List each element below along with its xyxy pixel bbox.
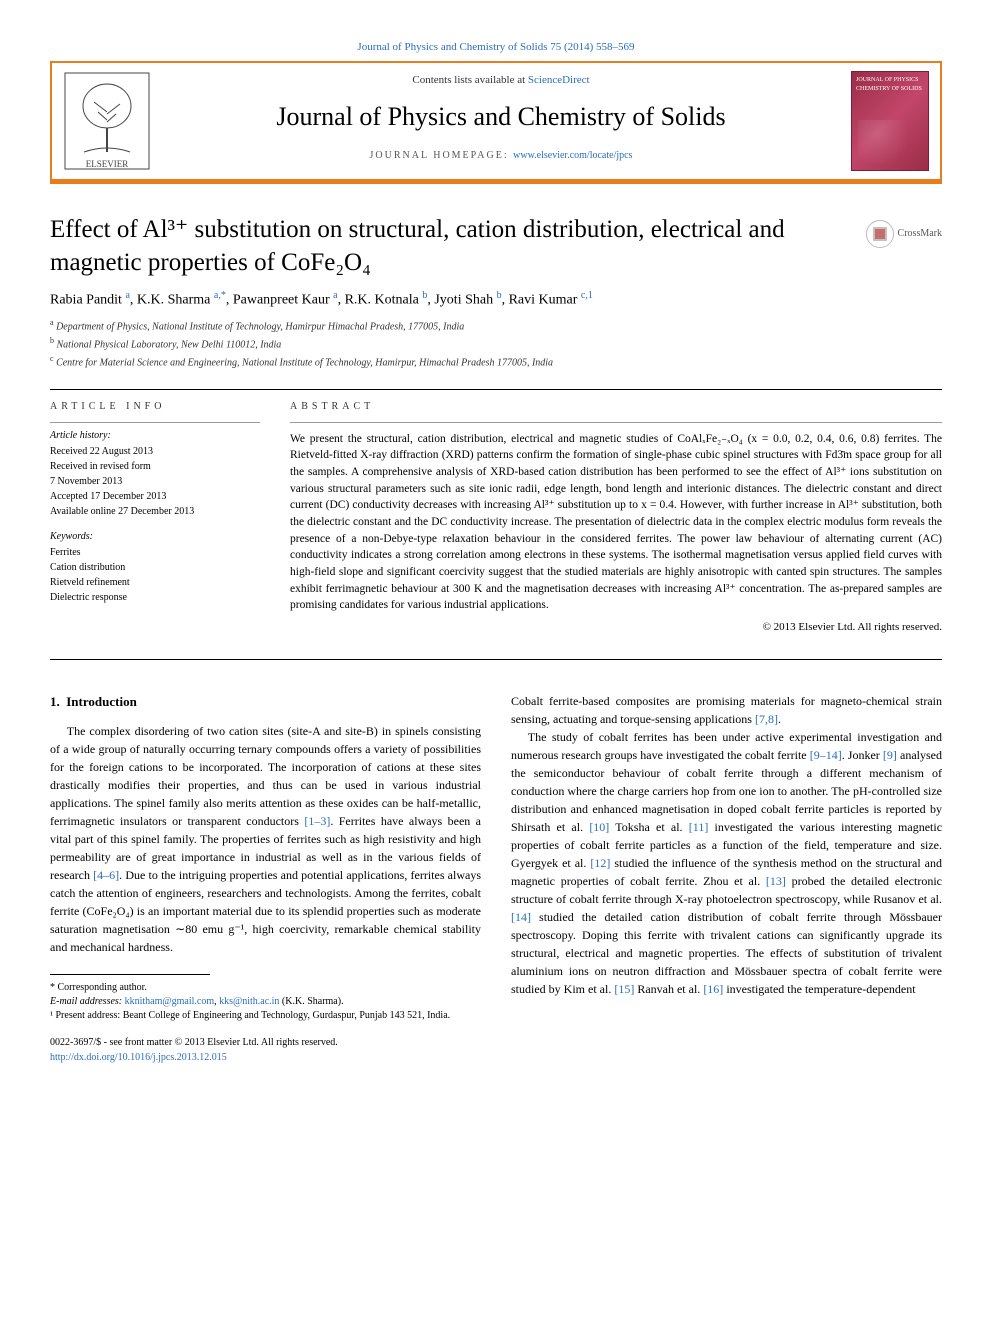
- homepage-line: journal homepage: www.elsevier.com/locat…: [170, 149, 832, 163]
- article-title: Effect of Al³⁺ substitution on structura…: [50, 214, 850, 279]
- ref-link[interactable]: [13]: [766, 874, 786, 888]
- email-link[interactable]: kks@nith.ac.in: [219, 996, 279, 1007]
- abstract-column: ABSTRACT We present the structural, cati…: [290, 400, 942, 636]
- keyword: Ferrites: [50, 546, 260, 560]
- ref-link[interactable]: [10]: [589, 820, 609, 834]
- email-line: E-mail addresses: kknitham@gmail.com, kk…: [50, 995, 481, 1009]
- journal-ref-link[interactable]: Journal of Physics and Chemistry of Soli…: [357, 41, 634, 53]
- body-paragraph: The complex disordering of two cation si…: [50, 722, 481, 956]
- ref-link[interactable]: [11]: [689, 820, 709, 834]
- affiliation-a: a Department of Physics, National Instit…: [50, 317, 942, 334]
- copyright-block: 0022-3697/$ - see front matter © 2013 El…: [50, 1035, 481, 1065]
- homepage-label: journal homepage:: [370, 150, 514, 161]
- body-paragraph: Cobalt ferrite-based composites are prom…: [511, 692, 942, 728]
- affiliation-c: c Centre for Material Science and Engine…: [50, 353, 942, 370]
- body-column-right: Cobalt ferrite-based composites are prom…: [511, 692, 942, 1065]
- footnotes: * Corresponding author. E-mail addresses…: [50, 981, 481, 1023]
- ref-link[interactable]: [9–14]: [810, 748, 842, 762]
- journal-title: Journal of Physics and Chemistry of Soli…: [170, 99, 832, 135]
- history-line: Available online 27 December 2013: [50, 505, 260, 519]
- doi-link[interactable]: http://dx.doi.org/10.1016/j.jpcs.2013.12…: [50, 1052, 227, 1063]
- ref-link[interactable]: [7,8]: [755, 712, 778, 726]
- issn-line: 0022-3697/$ - see front matter © 2013 El…: [50, 1035, 481, 1050]
- body-column-left: 1. Introduction The complex disordering …: [50, 692, 481, 1065]
- ref-link[interactable]: [12]: [590, 856, 610, 870]
- ref-link[interactable]: [1–3]: [304, 814, 330, 828]
- ref-link[interactable]: [15]: [614, 982, 634, 996]
- history-heading: Article history:: [50, 429, 260, 443]
- publisher-logo: ELSEVIER: [52, 63, 162, 179]
- article-info-column: ARTICLE INFO Article history: Received 2…: [50, 400, 260, 636]
- section-heading: 1. Introduction: [50, 692, 481, 712]
- ref-link[interactable]: [4–6]: [93, 868, 119, 882]
- present-address: ¹ Present address: Beant College of Engi…: [50, 1009, 481, 1023]
- crossmark-widget[interactable]: CrossMark: [866, 220, 942, 248]
- email-label: E-mail addresses:: [50, 996, 125, 1007]
- affiliation-b: b National Physical Laboratory, New Delh…: [50, 335, 942, 352]
- homepage-url[interactable]: www.elsevier.com/locate/jpcs: [513, 150, 632, 161]
- ref-link[interactable]: [16]: [703, 982, 723, 996]
- divider-top: [50, 389, 942, 390]
- affiliations: a Department of Physics, National Instit…: [50, 317, 942, 371]
- cover-text-top: JOURNAL OF PHYSICS: [856, 76, 924, 84]
- crossmark-label: CrossMark: [898, 227, 942, 241]
- history-line: Received 22 August 2013: [50, 445, 260, 459]
- cover-text-bottom: CHEMISTRY OF SOLIDS: [856, 85, 924, 93]
- divider-mid: [50, 659, 942, 660]
- authors-line: Rabia Pandit a, K.K. Sharma a,*, Pawanpr…: [50, 289, 942, 310]
- abstract-copyright: © 2013 Elsevier Ltd. All rights reserved…: [290, 620, 942, 635]
- history-line: 7 November 2013: [50, 475, 260, 489]
- article-info-heading: ARTICLE INFO: [50, 400, 260, 414]
- contents-prefix: Contents lists available at: [412, 74, 527, 86]
- history-line: Accepted 17 December 2013: [50, 490, 260, 504]
- journal-cover-thumb: JOURNAL OF PHYSICS CHEMISTRY OF SOLIDS: [840, 63, 940, 179]
- elsevier-tree-icon: ELSEVIER: [64, 72, 150, 170]
- abstract-text: We present the structural, cation distri…: [290, 431, 942, 614]
- ref-link[interactable]: [14]: [511, 910, 531, 924]
- history-line: Received in revised form: [50, 460, 260, 474]
- abstract-heading: ABSTRACT: [290, 400, 942, 414]
- corresponding-author: * Corresponding author.: [50, 981, 481, 995]
- keyword: Rietveld refinement: [50, 576, 260, 590]
- keyword: Cation distribution: [50, 561, 260, 575]
- publisher-logo-text: ELSEVIER: [86, 159, 129, 169]
- crossmark-icon: [866, 220, 894, 248]
- journal-ref-top[interactable]: Journal of Physics and Chemistry of Soli…: [50, 40, 942, 55]
- body-paragraph: The study of cobalt ferrites has been un…: [511, 728, 942, 998]
- keywords-heading: Keywords:: [50, 530, 260, 544]
- keyword: Dielectric response: [50, 591, 260, 605]
- footnote-rule: [50, 974, 210, 975]
- email-link[interactable]: kknitham@gmail.com: [125, 996, 214, 1007]
- ref-link[interactable]: [9]: [883, 748, 897, 762]
- contents-line: Contents lists available at ScienceDirec…: [170, 73, 832, 88]
- sciencedirect-link[interactable]: ScienceDirect: [528, 74, 590, 86]
- journal-banner: ELSEVIER Contents lists available at Sci…: [50, 61, 942, 184]
